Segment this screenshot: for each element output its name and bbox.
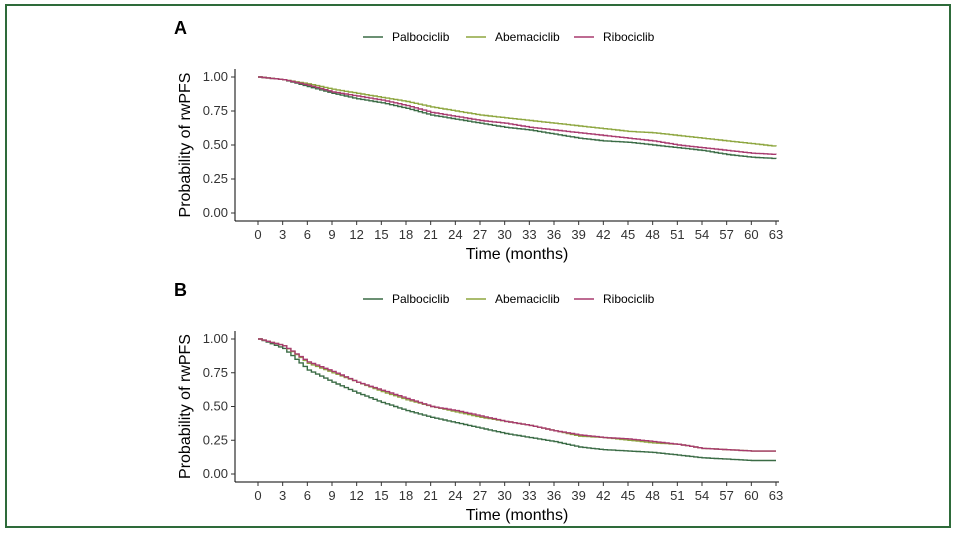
y-tick-label: 0.25: [203, 171, 228, 186]
legend-label-palbociclib: Palbociclib: [392, 30, 450, 44]
x-tick-label: 30: [497, 227, 511, 242]
y-tick-label: 0.50: [203, 399, 228, 414]
legend-label-abemaciclib: Abemaciclib: [495, 292, 560, 306]
x-tick-label: 24: [448, 227, 462, 242]
x-tick-label: 39: [571, 488, 585, 503]
x-tick-label: 60: [744, 227, 758, 242]
y-axis-title: Probability of rwPFS: [177, 73, 194, 218]
x-tick-label: 9: [328, 488, 335, 503]
x-tick-label: 54: [695, 227, 709, 242]
series-line-palbociclib: [258, 76, 777, 160]
series-line-ribociclib: [258, 76, 777, 155]
x-tick-label: 42: [596, 488, 610, 503]
x-tick-label: 51: [670, 488, 684, 503]
x-tick-label: 54: [695, 488, 709, 503]
x-tick-label: 12: [349, 488, 363, 503]
x-tick-label: 36: [547, 227, 561, 242]
panel-label: A: [174, 18, 187, 38]
x-tick-label: 3: [279, 488, 286, 503]
y-tick-label: 0.25: [203, 432, 228, 447]
x-tick-label: 18: [399, 227, 413, 242]
x-tick-label: 57: [719, 227, 733, 242]
x-tick-label: 30: [497, 488, 511, 503]
x-tick-label: 63: [769, 488, 783, 503]
y-tick-label: 0.00: [203, 205, 228, 220]
figure-frame: [5, 4, 951, 528]
x-tick-label: 15: [374, 488, 388, 503]
legend-label-ribociclib: Ribociclib: [603, 292, 655, 306]
x-tick-label: 48: [645, 227, 659, 242]
x-axis-title: Time (months): [466, 507, 569, 524]
y-tick-label: 0.75: [203, 365, 228, 380]
x-tick-label: 27: [473, 488, 487, 503]
x-tick-label: 57: [719, 488, 733, 503]
x-tick-label: 12: [349, 227, 363, 242]
y-tick-label: 0.50: [203, 137, 228, 152]
x-tick-label: 6: [304, 227, 311, 242]
x-tick-label: 33: [522, 488, 536, 503]
x-tick-label: 18: [399, 488, 413, 503]
series-line-abemaciclib: [258, 76, 777, 147]
series-line-palbociclib: [258, 338, 776, 462]
x-tick-label: 33: [522, 227, 536, 242]
x-tick-label: 60: [744, 488, 758, 503]
panel-label: B: [174, 280, 187, 300]
legend-label-palbociclib: Palbociclib: [392, 292, 450, 306]
x-tick-label: 48: [645, 488, 659, 503]
x-tick-label: 36: [547, 488, 561, 503]
x-tick-label: 15: [374, 227, 388, 242]
x-tick-label: 24: [448, 488, 462, 503]
x-tick-label: 51: [670, 227, 684, 242]
x-tick-label: 3: [279, 227, 286, 242]
y-tick-label: 1.00: [203, 69, 228, 84]
x-tick-label: 9: [328, 227, 335, 242]
y-tick-label: 0.00: [203, 466, 228, 481]
x-tick-label: 42: [596, 227, 610, 242]
x-tick-label: 0: [254, 227, 261, 242]
y-tick-label: 1.00: [203, 331, 228, 346]
x-axis-title: Time (months): [466, 246, 569, 263]
y-axis-title: Probability of rwPFS: [177, 334, 194, 479]
y-tick-label: 0.75: [203, 103, 228, 118]
x-tick-label: 0: [254, 488, 261, 503]
legend-label-abemaciclib: Abemaciclib: [495, 30, 560, 44]
x-tick-label: 21: [423, 488, 437, 503]
x-tick-label: 45: [621, 227, 635, 242]
series-line-ribociclib: [258, 338, 776, 452]
x-tick-label: 45: [621, 488, 635, 503]
x-tick-label: 6: [304, 488, 311, 503]
x-tick-label: 21: [423, 227, 437, 242]
x-tick-label: 39: [571, 227, 585, 242]
x-tick-label: 27: [473, 227, 487, 242]
legend-label-ribociclib: Ribociclib: [603, 30, 655, 44]
x-tick-label: 63: [769, 227, 783, 242]
